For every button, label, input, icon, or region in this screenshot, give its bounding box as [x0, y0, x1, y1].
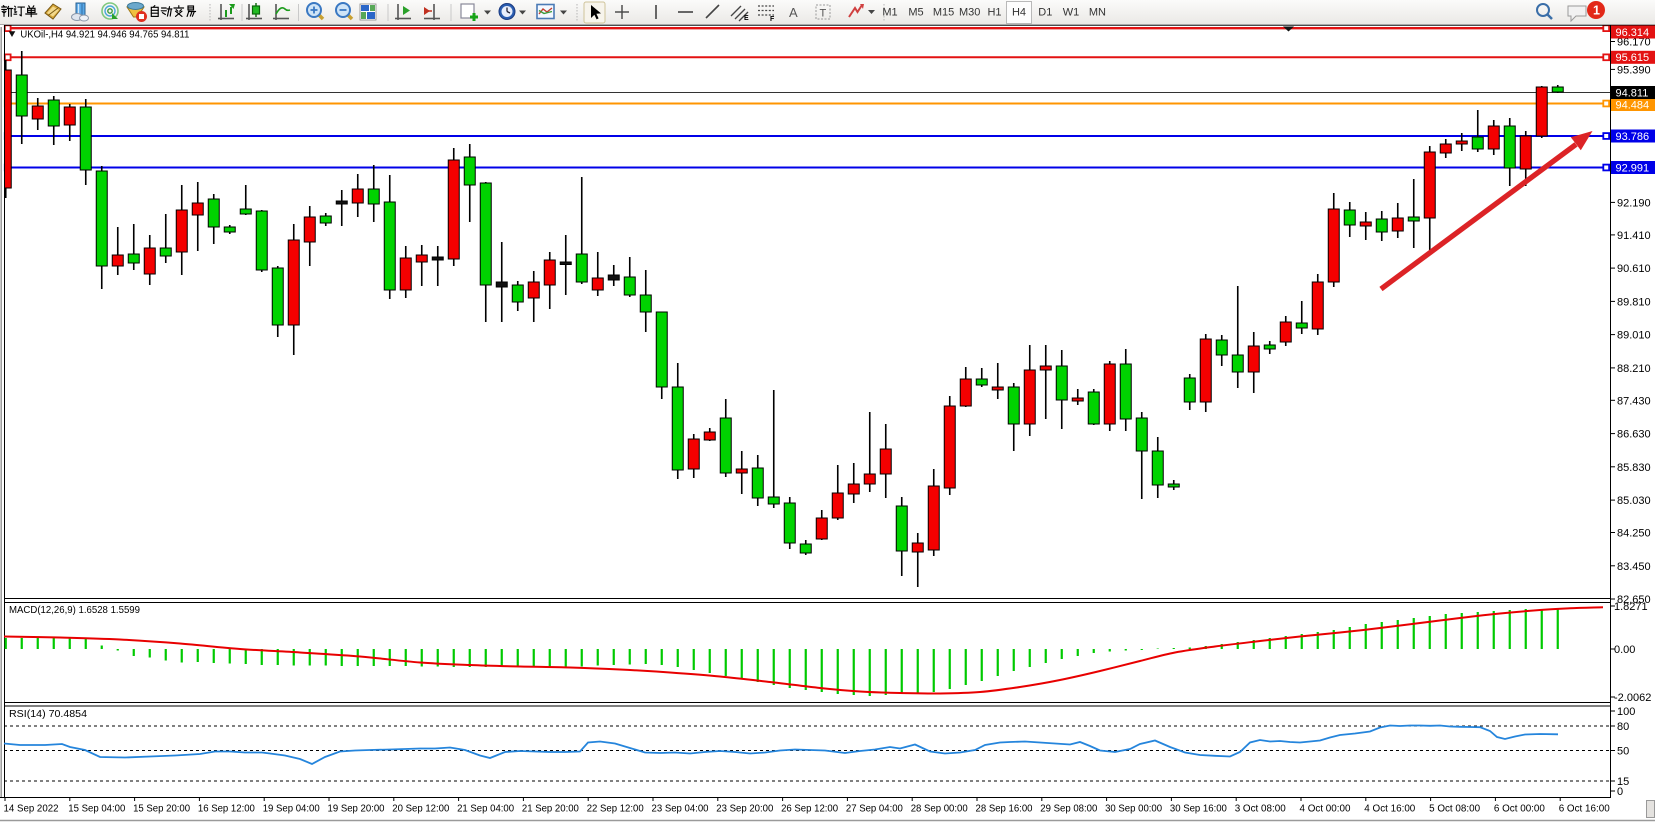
svg-text:M15: M15: [933, 7, 954, 19]
svg-text:86.630: 86.630: [1617, 429, 1651, 441]
svg-text:-2.0062: -2.0062: [1614, 692, 1651, 704]
svg-text:0: 0: [1617, 786, 1623, 798]
svg-text:M1: M1: [882, 7, 897, 19]
svg-text:94.811: 94.811: [1616, 87, 1649, 99]
svg-text:89.810: 89.810: [1617, 296, 1651, 308]
svg-text:30 Sep 00:00: 30 Sep 00:00: [1105, 804, 1162, 815]
svg-text:28 Sep 16:00: 28 Sep 16:00: [976, 804, 1033, 815]
svg-text:T: T: [820, 8, 827, 20]
svg-text:87.430: 87.430: [1617, 395, 1651, 407]
svg-text:0.00: 0.00: [1614, 644, 1635, 656]
svg-text:22 Sep 12:00: 22 Sep 12:00: [587, 804, 644, 815]
svg-text:23 Sep 04:00: 23 Sep 04:00: [652, 804, 709, 815]
svg-text:80: 80: [1617, 721, 1629, 733]
svg-text:M30: M30: [959, 7, 980, 19]
svg-text:96.314: 96.314: [1616, 27, 1650, 39]
svg-text:4 Oct 16:00: 4 Oct 16:00: [1364, 804, 1415, 815]
svg-text:92.991: 92.991: [1616, 162, 1650, 174]
svg-text:89.010: 89.010: [1617, 330, 1651, 342]
svg-text:MN: MN: [1089, 7, 1106, 19]
svg-text:95.615: 95.615: [1616, 52, 1650, 64]
svg-text:23 Sep 20:00: 23 Sep 20:00: [716, 804, 773, 815]
svg-text:88.210: 88.210: [1617, 363, 1651, 375]
svg-text:20 Sep 12:00: 20 Sep 12:00: [392, 804, 449, 815]
svg-text:4 Oct 00:00: 4 Oct 00:00: [1300, 804, 1351, 815]
svg-text:83.450: 83.450: [1617, 561, 1651, 573]
svg-text:UKOil-,H4 94.921 94.946 94.76: UKOil-,H4 94.921 94.946 94.765 94.811: [20, 29, 189, 41]
svg-text:16 Sep 12:00: 16 Sep 12:00: [198, 804, 255, 815]
svg-text:MACD(12,26,9) 1.6528 1.5599: MACD(12,26,9) 1.6528 1.5599: [9, 604, 140, 616]
svg-text:29 Sep 08:00: 29 Sep 08:00: [1040, 804, 1097, 815]
svg-text:96.170: 96.170: [1617, 37, 1651, 49]
svg-text:19 Sep 04:00: 19 Sep 04:00: [263, 804, 320, 815]
svg-text:26 Sep 12:00: 26 Sep 12:00: [781, 804, 838, 815]
svg-text:85.830: 85.830: [1617, 462, 1651, 474]
svg-text:27 Sep 04:00: 27 Sep 04:00: [846, 804, 903, 815]
svg-text:14 Sep 2022: 14 Sep 2022: [4, 804, 59, 815]
svg-text:M5: M5: [908, 7, 923, 19]
svg-text:F: F: [770, 16, 775, 23]
svg-text:6 Oct 00:00: 6 Oct 00:00: [1494, 804, 1545, 815]
svg-text:19 Sep 20:00: 19 Sep 20:00: [328, 804, 385, 815]
svg-text:15: 15: [1617, 776, 1629, 788]
svg-text:50: 50: [1617, 746, 1629, 758]
svg-text:21 Sep 20:00: 21 Sep 20:00: [522, 804, 579, 815]
svg-text:H1: H1: [987, 7, 1001, 19]
svg-text:85.030: 85.030: [1617, 495, 1651, 507]
svg-text:3 Oct 08:00: 3 Oct 08:00: [1235, 804, 1286, 815]
svg-text:H4: H4: [1012, 7, 1026, 19]
svg-text:A: A: [789, 5, 798, 20]
svg-text:5 Oct 08:00: 5 Oct 08:00: [1429, 804, 1480, 815]
svg-text:84.250: 84.250: [1617, 528, 1651, 540]
svg-text:W1: W1: [1063, 7, 1080, 19]
svg-text:1.8271: 1.8271: [1614, 601, 1648, 613]
svg-text:6 Oct 16:00: 6 Oct 16:00: [1559, 804, 1610, 815]
svg-text:93.786: 93.786: [1616, 131, 1650, 143]
svg-text:91.410: 91.410: [1617, 230, 1651, 242]
svg-text:30 Sep 16:00: 30 Sep 16:00: [1170, 804, 1227, 815]
svg-text:15 Sep 04:00: 15 Sep 04:00: [68, 804, 125, 815]
svg-text:RSI(14) 70.4854: RSI(14) 70.4854: [9, 708, 87, 720]
svg-text:100: 100: [1617, 706, 1635, 718]
svg-text:95.390: 95.390: [1617, 64, 1651, 76]
svg-text:28 Sep 00:00: 28 Sep 00:00: [911, 804, 968, 815]
svg-text:82.650: 82.650: [1617, 594, 1651, 606]
svg-text:15 Sep 20:00: 15 Sep 20:00: [133, 804, 190, 815]
svg-text:1: 1: [1593, 4, 1600, 18]
svg-text:94.484: 94.484: [1616, 99, 1650, 111]
svg-text:D1: D1: [1038, 7, 1052, 19]
svg-text:E: E: [744, 15, 749, 22]
svg-text:92.190: 92.190: [1617, 197, 1651, 209]
svg-text:90.610: 90.610: [1617, 263, 1651, 275]
svg-text:21 Sep 04:00: 21 Sep 04:00: [457, 804, 514, 815]
